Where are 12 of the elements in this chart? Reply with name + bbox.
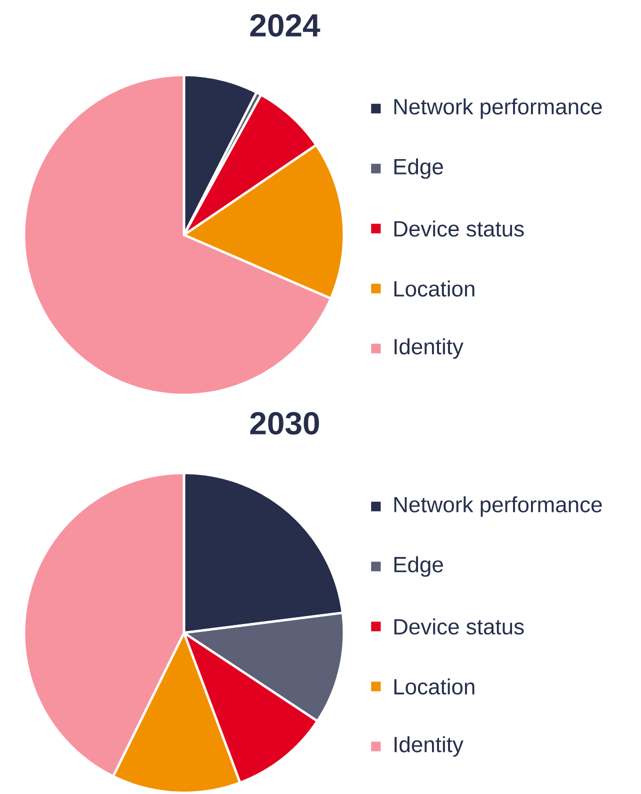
chart-title: 2024 — [250, 14, 320, 37]
legend-label: Location — [394, 678, 474, 695]
legend-label: Network performance — [394, 496, 602, 517]
legend-label: Network performance — [394, 98, 602, 119]
chart-title: 2030 — [250, 412, 320, 435]
legend-label: Device status — [394, 618, 524, 635]
legend-label: Device status — [394, 220, 524, 237]
legend-label: Identity — [394, 736, 464, 757]
legend-label: Identity — [394, 338, 464, 359]
legend-label: Edge — [394, 158, 444, 179]
legend-label: Edge — [394, 556, 444, 577]
legend-label: Location — [394, 280, 474, 297]
